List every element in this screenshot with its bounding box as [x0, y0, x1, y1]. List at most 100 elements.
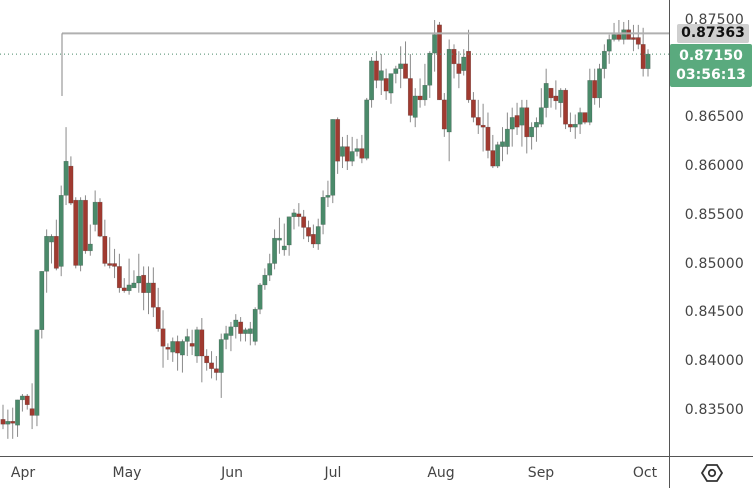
candle-down[interactable]: [10, 421, 16, 424]
candle-down[interactable]: [403, 63, 408, 79]
candle-down[interactable]: [640, 44, 646, 69]
candle-up[interactable]: [218, 339, 224, 373]
candle-up[interactable]: [388, 73, 394, 94]
candle-up[interactable]: [572, 123, 578, 128]
candle-down[interactable]: [635, 37, 641, 45]
candle-down[interactable]: [524, 107, 530, 138]
candle-down[interactable]: [563, 89, 569, 125]
candle-down[interactable]: [441, 99, 447, 130]
candle-down[interactable]: [82, 199, 88, 252]
candle-up[interactable]: [378, 70, 384, 81]
candle-up[interactable]: [44, 235, 50, 272]
candle-up[interactable]: [519, 107, 525, 126]
candle-up[interactable]: [272, 237, 278, 264]
candle-up[interactable]: [262, 274, 268, 286]
candle-up[interactable]: [364, 99, 370, 159]
candle-up[interactable]: [281, 245, 287, 251]
candle-up[interactable]: [427, 52, 433, 86]
candle-down[interactable]: [209, 362, 214, 369]
candle-up[interactable]: [340, 146, 345, 157]
candle-down[interactable]: [107, 263, 113, 266]
candle-up[interactable]: [184, 336, 190, 342]
candle-up[interactable]: [611, 34, 617, 40]
candle-down[interactable]: [548, 87, 554, 99]
candle-up[interactable]: [252, 309, 258, 342]
candle-down[interactable]: [165, 347, 171, 350]
price-axis[interactable]: 0.87500 0.86500 0.86000 0.85500 0.85000 0.845…: [669, 0, 753, 456]
candle-down[interactable]: [199, 329, 205, 357]
candle-up[interactable]: [621, 29, 627, 40]
candle-up[interactable]: [645, 53, 651, 69]
candle-up[interactable]: [534, 122, 539, 128]
candle-up[interactable]: [223, 333, 229, 340]
candle-down[interactable]: [189, 343, 195, 347]
candle-up[interactable]: [78, 199, 84, 266]
candle-down[interactable]: [155, 307, 161, 330]
candle-up[interactable]: [126, 284, 132, 292]
candle-down[interactable]: [373, 60, 379, 81]
candle-down[interactable]: [626, 29, 632, 40]
candle-up[interactable]: [432, 34, 438, 54]
candle-up[interactable]: [170, 341, 176, 353]
candle-down[interactable]: [29, 408, 35, 416]
candle-up[interactable]: [15, 399, 20, 426]
candle-down[interactable]: [475, 117, 481, 126]
candle-up[interactable]: [39, 271, 45, 330]
candle-up[interactable]: [49, 235, 54, 243]
candle-up[interactable]: [369, 60, 375, 101]
candle-up[interactable]: [495, 144, 501, 167]
candle-up[interactable]: [34, 329, 40, 416]
candle-down[interactable]: [213, 368, 219, 373]
candle-down[interactable]: [175, 341, 181, 354]
time-axis[interactable]: Apr May Jun Jul Aug Sep Oct: [0, 456, 669, 488]
candle-up[interactable]: [349, 151, 355, 162]
candle-up[interactable]: [509, 117, 515, 130]
candle-up[interactable]: [286, 216, 292, 246]
candle-up[interactable]: [446, 48, 452, 133]
candle-up[interactable]: [19, 395, 25, 401]
candle-up[interactable]: [538, 107, 544, 125]
candle-down[interactable]: [97, 201, 103, 237]
candle-down[interactable]: [53, 235, 59, 269]
candle-up[interactable]: [504, 128, 510, 147]
candle-down[interactable]: [383, 78, 389, 92]
candle-down[interactable]: [631, 37, 636, 40]
candle-up[interactable]: [330, 119, 336, 196]
candle-down[interactable]: [102, 235, 108, 264]
candle-up[interactable]: [422, 85, 428, 101]
candle-down[interactable]: [141, 274, 147, 293]
candle-up[interactable]: [5, 421, 11, 425]
candle-down[interactable]: [480, 124, 486, 128]
candle-up[interactable]: [228, 326, 234, 336]
candle-up[interactable]: [529, 126, 535, 138]
candle-down[interactable]: [0, 419, 6, 425]
candlestick-chart[interactable]: [0, 0, 669, 456]
candle-down[interactable]: [456, 63, 462, 74]
candle-down[interactable]: [116, 266, 122, 289]
chart-settings-button[interactable]: [669, 456, 753, 488]
candle-up[interactable]: [92, 201, 98, 225]
candle-down[interactable]: [466, 50, 472, 101]
candle-down[interactable]: [553, 95, 559, 102]
candle-up[interactable]: [398, 63, 404, 69]
candle-down[interactable]: [417, 95, 423, 101]
candle-down[interactable]: [73, 199, 79, 266]
candle-up[interactable]: [597, 68, 602, 99]
candle-up[interactable]: [131, 282, 137, 289]
candle-down[interactable]: [160, 328, 166, 347]
candle-down[interactable]: [301, 216, 307, 228]
candle-down[interactable]: [296, 213, 302, 217]
candle-up[interactable]: [63, 160, 69, 196]
candle-up[interactable]: [412, 95, 418, 118]
candle-down[interactable]: [306, 227, 311, 237]
candle-down[interactable]: [582, 112, 588, 123]
candle-up[interactable]: [543, 83, 549, 108]
candle-down[interactable]: [24, 395, 30, 405]
candle-up[interactable]: [136, 275, 142, 284]
candle-down[interactable]: [490, 150, 496, 167]
candle-up[interactable]: [243, 329, 248, 334]
candle-up[interactable]: [354, 148, 360, 152]
candle-down[interactable]: [437, 24, 442, 101]
candle-down[interactable]: [567, 123, 573, 128]
candle-up[interactable]: [393, 68, 399, 74]
